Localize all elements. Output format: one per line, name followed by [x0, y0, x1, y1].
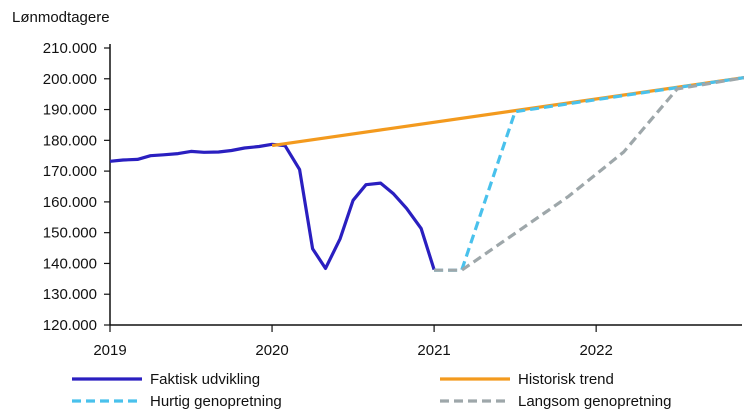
y-axis-label: Lønmodtagere: [12, 9, 110, 26]
y-tick-label: 190.000: [43, 102, 97, 119]
y-tick-label: 120.000: [43, 317, 97, 334]
y-axis: 120.000 130.000 140.000 150.000 160.000 170.0…: [43, 40, 111, 334]
y-tick-label: 170.000: [43, 163, 97, 180]
x-tick-label: 2019: [93, 342, 126, 359]
legend-label-1: Faktisk udvikling: [150, 371, 260, 388]
series-line-4: [434, 76, 744, 272]
legend-label-2: Historisk trend: [518, 371, 614, 388]
y-tick-label: 210.000: [43, 40, 97, 57]
legend: Faktisk udvikling Historisk trend Hurtig g…: [72, 371, 671, 410]
legend-label-4: Langsom genopretning: [518, 393, 671, 410]
x-tick-label: 2022: [579, 342, 612, 359]
series-group: [109, 76, 744, 272]
x-axis: 2019 2020 2021 2022: [93, 324, 742, 359]
y-tick-label: 130.000: [43, 286, 97, 303]
x-tick-label: 2021: [417, 342, 450, 359]
y-tick-label: 160.000: [43, 194, 97, 211]
series-line-2: [271, 76, 744, 148]
series-line-1: [109, 142, 436, 271]
y-tick-label: 180.000: [43, 132, 97, 149]
series-line-3: [434, 76, 744, 272]
x-tick-label: 2020: [255, 342, 288, 359]
y-tick-label: 150.000: [43, 225, 97, 242]
y-tick-label: 140.000: [43, 255, 97, 272]
legend-label-3: Hurtig genopretning: [150, 393, 282, 410]
y-tick-label: 200.000: [43, 71, 97, 88]
